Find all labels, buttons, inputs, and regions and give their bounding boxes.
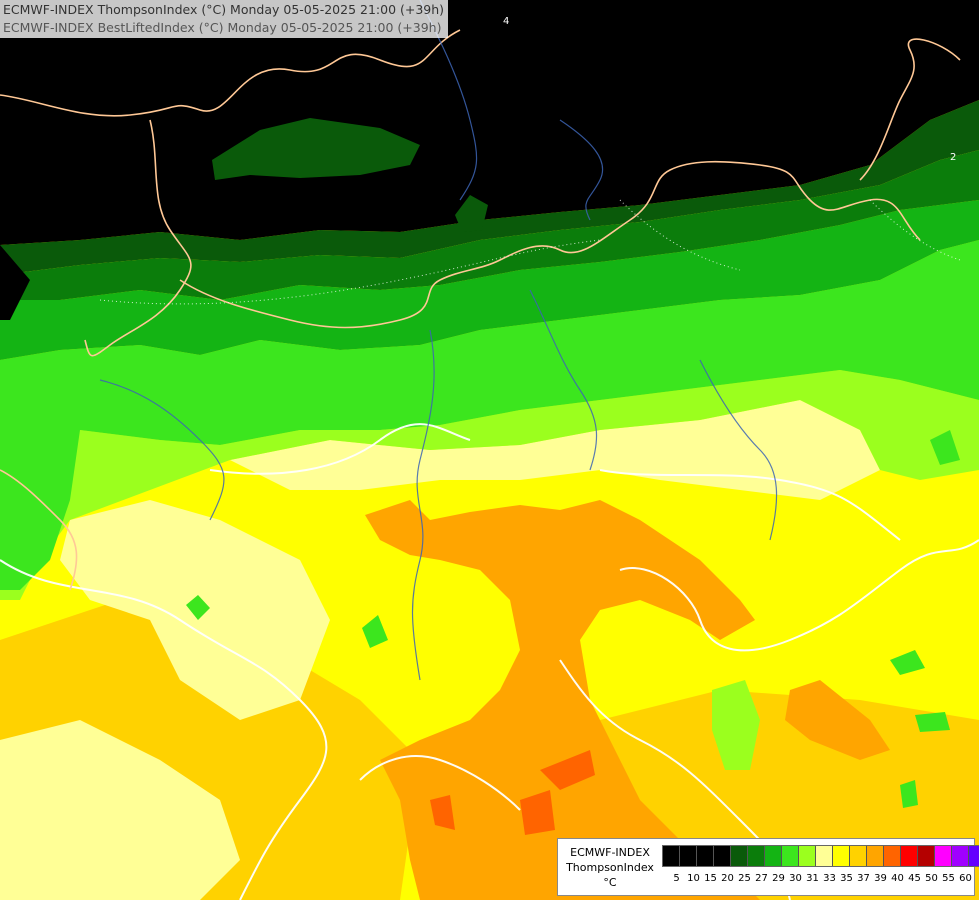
legend-swatch [867, 846, 884, 866]
zone-green-speck-2 [362, 615, 388, 648]
zone-orange-east [785, 680, 890, 760]
legend-title: ECMWF-INDEX ThompsonIndex °C [562, 845, 658, 890]
country-borders [0, 29, 961, 591]
legend-tick-label: 10 [687, 873, 700, 884]
legend-tick-label: 35 [840, 873, 853, 884]
zone-red-orange-3 [430, 795, 455, 830]
legend-tick-label: 55 [942, 873, 955, 884]
legend-swatch [884, 846, 901, 866]
legend-swatch [697, 846, 714, 866]
legend-tick-label: 60 [959, 873, 972, 884]
legend-tick-label: 40 [891, 873, 904, 884]
map-title-bestlifted: ECMWF-INDEX BestLiftedIndex (°C) Monday … [3, 20, 442, 35]
legend-tick-label: 37 [857, 873, 870, 884]
legend-swatch [714, 846, 731, 866]
zone-deep-green-blob-3 [212, 118, 420, 180]
zone-lime [0, 240, 979, 590]
legend-tick-label: 20 [721, 873, 734, 884]
legend-swatch [731, 846, 748, 866]
legend-color-scale [662, 845, 979, 867]
legend-tick-label: 27 [755, 873, 768, 884]
legend-unit: °C [603, 876, 617, 889]
zone-orange [365, 500, 760, 900]
contour-label-top: 4 [503, 16, 509, 27]
legend-swatch [918, 846, 935, 866]
zone-deep-green [0, 100, 979, 275]
legend-tick-labels: 5 10 15 20 25 27 29 30 31 33 35 37 39 40 45 50 55 60 [662, 873, 974, 887]
legend-swatch [748, 846, 765, 866]
zone-green-speck-5 [930, 430, 960, 465]
color-legend: ECMWF-INDEX ThompsonIndex °C 5 10 15 20 25 27… [557, 838, 979, 896]
zone-pale-yellow-south [0, 720, 240, 900]
legend-swatch [952, 846, 969, 866]
legend-swatch [799, 846, 816, 866]
zone-green-speck-3 [890, 650, 925, 675]
legend-tick-label: 30 [789, 873, 802, 884]
legend-tick-label: 5 [673, 873, 680, 884]
zone-red-orange-2 [520, 790, 555, 835]
legend-tick-label: 29 [772, 873, 785, 884]
legend-swatch [935, 846, 952, 866]
map-title-thompson: ECMWF-INDEX ThompsonIndex (°C) Monday 05… [3, 2, 445, 17]
zone-dark [0, 0, 979, 245]
legend-tick-label: 33 [823, 873, 836, 884]
zone-yellow-green [0, 370, 979, 600]
zone-green [0, 150, 979, 300]
zone-yellow-green-blob [712, 680, 760, 770]
zone-green-speck-1 [186, 595, 210, 620]
legend-swatch [680, 846, 697, 866]
legend-swatch [765, 846, 782, 866]
legend-swatch [850, 846, 867, 866]
legend-tick-label: 50 [925, 873, 938, 884]
legend-tick-label: 31 [806, 873, 819, 884]
legend-tick-label: 25 [738, 873, 751, 884]
legend-tick-label: 15 [704, 873, 717, 884]
contour-lines [0, 423, 979, 900]
legend-swatch [816, 846, 833, 866]
zone-bright-green [0, 200, 979, 360]
zone-deep-green-blob-4 [455, 195, 488, 232]
zone-red-orange [540, 750, 595, 790]
contour-label-right: 2 [950, 152, 956, 163]
legend-tick-label: 45 [908, 873, 921, 884]
legend-swatch [663, 846, 680, 866]
legend-swatch [782, 846, 799, 866]
legend-swatch [969, 846, 979, 866]
legend-index: ThompsonIndex [566, 861, 654, 874]
legend-swatch [901, 846, 918, 866]
zone-green-speck-6 [900, 780, 918, 808]
legend-tick-label: 39 [874, 873, 887, 884]
zone-green-speck-4 [915, 712, 950, 732]
legend-model: ECMWF-INDEX [570, 846, 650, 859]
zone-dark-west [0, 245, 30, 320]
map-title-block: ECMWF-INDEX ThompsonIndex (°C) Monday 05… [0, 0, 449, 38]
legend-swatch [833, 846, 850, 866]
